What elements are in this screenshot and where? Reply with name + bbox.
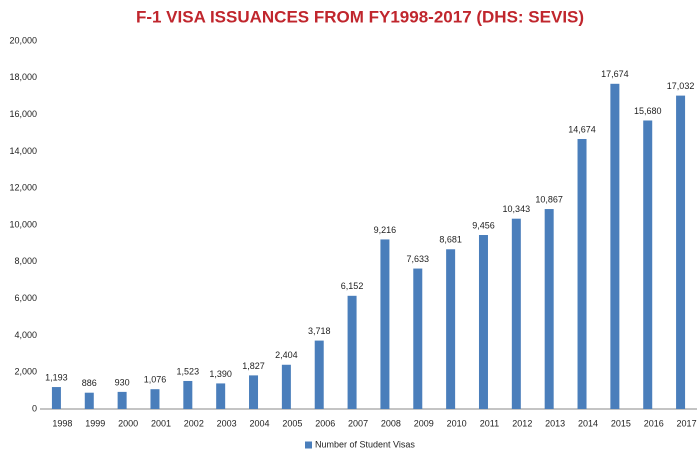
- x-tick-label: 2015: [611, 418, 631, 428]
- x-tick-label: 2011: [480, 418, 499, 428]
- y-tick-label: 0: [32, 403, 37, 413]
- bar: [216, 383, 226, 409]
- value-label: 3,718: [308, 326, 331, 336]
- y-tick-label: 16,000: [9, 109, 37, 119]
- x-tick-label: 2010: [447, 418, 467, 428]
- bar: [511, 218, 521, 409]
- y-tick-label: 8,000: [14, 256, 37, 266]
- bar: [84, 392, 94, 409]
- value-label: 14,674: [568, 124, 596, 134]
- value-label: 9,456: [472, 220, 495, 230]
- y-tick-label: 10,000: [9, 219, 37, 229]
- value-label: 9,216: [374, 225, 397, 235]
- bar: [314, 340, 324, 409]
- bar: [249, 375, 259, 409]
- x-tick-label: 2003: [217, 418, 237, 428]
- bar: [610, 83, 620, 409]
- value-label: 10,867: [535, 194, 563, 204]
- value-label: 1,076: [144, 375, 167, 385]
- bar: [347, 295, 357, 409]
- bar: [380, 239, 390, 409]
- bar: [446, 249, 456, 409]
- bar: [150, 389, 160, 409]
- value-label: 886: [82, 378, 97, 388]
- x-tick-label: 2014: [578, 418, 598, 428]
- x-tick-label: 2001: [151, 418, 171, 428]
- bar: [643, 120, 653, 409]
- y-tick-label: 4,000: [14, 330, 37, 340]
- value-label: 17,032: [667, 81, 695, 91]
- x-tick-label: 2013: [545, 418, 565, 428]
- value-label: 1,193: [45, 372, 68, 382]
- value-label: 10,343: [503, 204, 531, 214]
- x-tick-label: 2017: [677, 418, 697, 428]
- bar: [413, 268, 423, 409]
- bar: [51, 387, 61, 409]
- bar: [478, 235, 488, 409]
- x-tick-label: 2007: [348, 418, 368, 428]
- x-tick-label: 2005: [282, 418, 302, 428]
- y-tick-label: 6,000: [14, 293, 37, 303]
- x-tick-label: 2008: [381, 418, 401, 428]
- value-label: 6,152: [341, 281, 364, 291]
- x-tick-label: 2002: [184, 418, 204, 428]
- value-label: 1,523: [177, 366, 200, 376]
- value-label: 930: [115, 377, 130, 387]
- y-tick-label: 12,000: [9, 183, 37, 193]
- x-tick-label: 2006: [315, 418, 335, 428]
- bar: [577, 138, 587, 409]
- x-tick-label: 2009: [414, 418, 434, 428]
- bar: [117, 391, 127, 409]
- legend-swatch: [305, 441, 312, 449]
- bar: [281, 364, 291, 409]
- bar: [183, 380, 193, 409]
- value-label: 17,674: [601, 69, 629, 79]
- bar: [544, 209, 554, 409]
- x-tick-label: 1998: [52, 418, 72, 428]
- x-tick-label: 2016: [644, 418, 664, 428]
- value-label: 8,681: [439, 235, 462, 245]
- x-tick-label: 1999: [85, 418, 105, 428]
- y-tick-label: 18,000: [9, 72, 37, 82]
- legend-label: Number of Student Visas: [315, 439, 415, 449]
- y-tick-label: 14,000: [9, 146, 37, 156]
- x-tick-label: 2004: [250, 418, 270, 428]
- chart-title: F-1 VISA ISSUANCES FROM FY1998-2017 (DHS…: [136, 7, 584, 26]
- x-tick-label: 2012: [512, 418, 532, 428]
- value-label: 7,633: [407, 254, 430, 264]
- x-tick-label: 2000: [118, 418, 138, 428]
- value-label: 1,827: [242, 361, 265, 371]
- y-tick-label: 20,000: [9, 35, 37, 45]
- bar: [676, 95, 686, 409]
- value-label: 15,680: [634, 106, 662, 116]
- y-tick-label: 2,000: [14, 367, 37, 377]
- value-label: 1,390: [209, 369, 232, 379]
- value-label: 2,404: [275, 350, 298, 360]
